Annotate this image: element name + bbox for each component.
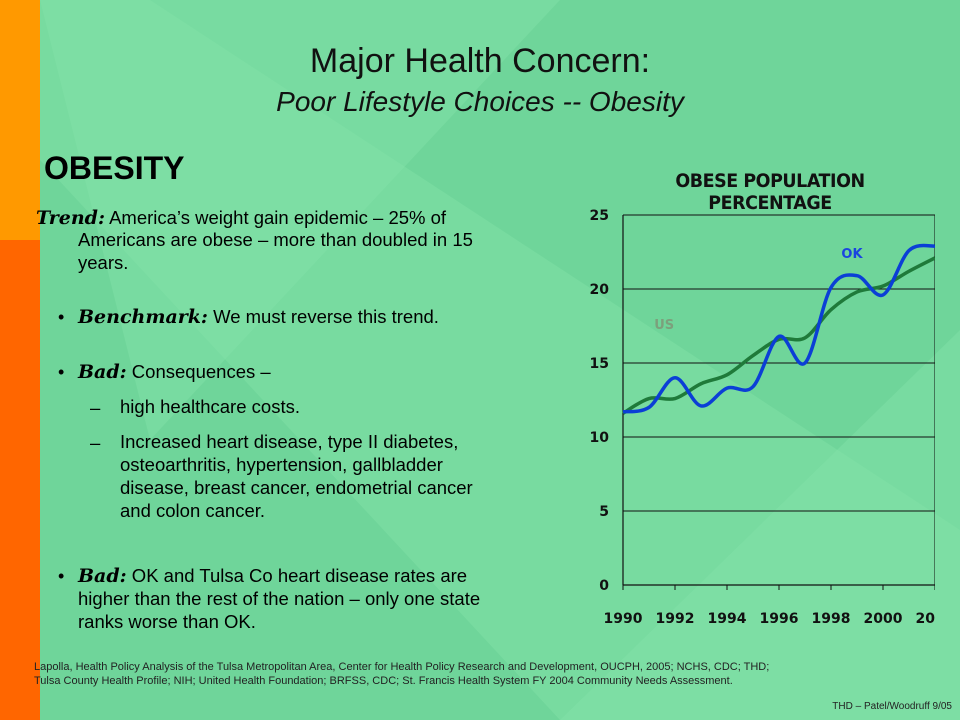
sub-bullet-dash: –: [90, 432, 101, 453]
bullet-dot: •: [58, 566, 65, 586]
bullet-text: We must reverse this trend.: [207, 306, 439, 327]
bullet-trend: Trend: America’s weight gain epidemic – …: [36, 207, 447, 229]
x-tick-label: 1990: [604, 611, 643, 627]
slide-subtitle: Poor Lifestyle Choices -- Obesity: [276, 86, 684, 117]
bullet-text: OK and Tulsa Co heart disease rates are: [126, 565, 468, 586]
x-tick-label: 1994: [708, 611, 747, 627]
bullet-benchmark: Benchmark: We must reverse this trend.: [78, 306, 439, 328]
x-tick-label: 1996: [760, 611, 799, 627]
bullet-bad-line-2: higher than the rest of the nation – onl…: [78, 588, 481, 609]
y-tick-label: 15: [590, 356, 609, 372]
stripe-orange: [0, 0, 40, 240]
bullet-dot: •: [58, 307, 65, 327]
section-heading: OBESITY: [44, 150, 185, 186]
sub-bullet-diseases-line-3: disease, breast cancer, endometrial canc…: [120, 477, 473, 498]
obesity-line-chart: 0 5 10 15 20 25 1990 1992 1994 1996 1998 2000 2002 US…: [590, 208, 935, 627]
sub-bullet-costs: high healthcare costs.: [120, 396, 300, 417]
bullet-text: America’s weight gain epidemic – 25% of: [104, 207, 447, 228]
series-line-ok: [622, 243, 935, 414]
author-credit: THD – Patel/Woodruff 9/05: [832, 701, 952, 712]
y-tick-label: 0: [599, 578, 609, 594]
background-diamond-right: [560, 330, 960, 720]
bullet-label: Benchmark:: [78, 306, 208, 328]
sub-bullet-dash: –: [90, 397, 101, 418]
bullet-text: Consequences –: [126, 361, 271, 382]
x-tick-label: 2002: [916, 611, 935, 627]
sub-bullet-diseases-line-4: and colon cancer.: [120, 500, 266, 521]
bullet-label: Trend:: [36, 207, 105, 229]
series-label-us: US: [654, 318, 674, 333]
source-footnote: Lapolla, Health Policy Analysis of the T…: [34, 660, 934, 688]
bullet-bad-consequences: Bad: Consequences –: [78, 361, 271, 383]
x-tick-label: 1992: [656, 611, 695, 627]
bullet-label: Bad:: [78, 361, 127, 383]
series-line-us: [622, 256, 935, 415]
footnote-line: Tulsa County Health Profile; NIH; United…: [34, 675, 733, 687]
sub-bullet-diseases-line-1: Increased heart disease, type II diabete…: [120, 431, 459, 452]
sub-bullet-diseases-line-2: osteoarthritis, hypertension, gallbladde…: [120, 454, 443, 475]
x-tick-label: 1998: [812, 611, 851, 627]
bullet-trend-line-3: years.: [78, 252, 129, 273]
series-label-ok: OK: [841, 247, 863, 262]
chart-title: OBESE POPULATION PERCENTAGE: [675, 170, 865, 214]
bullet-dot: •: [58, 362, 65, 382]
y-tick-label: 20: [590, 282, 610, 298]
slide-title: Major Health Concern:: [309, 42, 651, 80]
x-tick-label: 2000: [864, 611, 903, 627]
bullet-label: Bad:: [78, 565, 127, 587]
footnote-line: Lapolla, Health Policy Analysis of the T…: [34, 661, 770, 673]
background-diamond-left: [40, 0, 560, 440]
bullet-bad-line-3: ranks worse than OK.: [78, 611, 256, 632]
y-tick-label: 10: [590, 430, 610, 446]
bullet-trend-line-2: Americans are obese – more than doubled …: [78, 229, 473, 250]
y-tick-label: 5: [599, 504, 609, 520]
y-tick-label: 25: [590, 208, 609, 224]
stripe-red: [0, 240, 40, 720]
bullet-bad-heart-disease: Bad: OK and Tulsa Co heart disease rates…: [78, 565, 468, 587]
